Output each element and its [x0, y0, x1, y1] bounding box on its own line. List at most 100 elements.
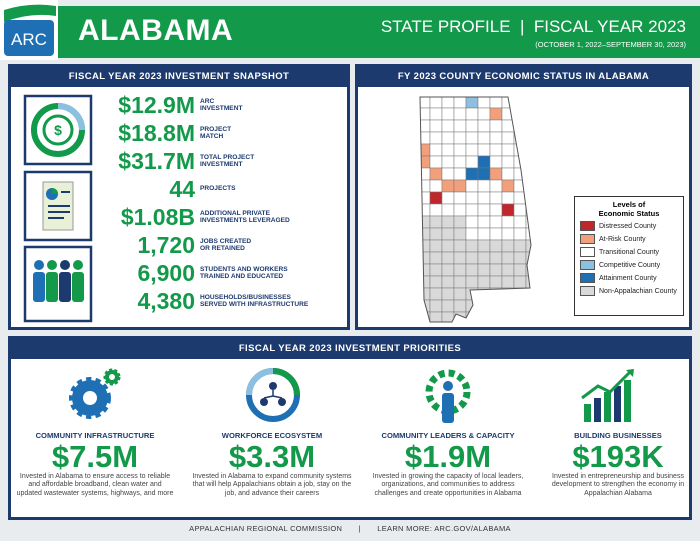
stat-label-line: TOTAL PROJECT — [200, 153, 255, 161]
icon-people — [33, 260, 84, 302]
stat-label-line: PROJECT — [200, 125, 232, 133]
priority-description: Invested in Alabama to expand community … — [192, 473, 352, 497]
legend-item: At-Risk County — [580, 234, 678, 244]
priority-value: $3.3M — [228, 439, 316, 474]
legend-label: Distressed County — [599, 222, 657, 230]
fiscal-dates: (OCTOBER 1, 2022–SEPTEMBER 30, 2023) — [535, 40, 686, 49]
stat-label-line: SERVED WITH INFRASTRUCTURE — [200, 301, 309, 308]
legend-swatch — [580, 286, 595, 296]
priority-title: WORKFORCE ECOSYSTEM — [221, 431, 323, 440]
icon-ring-segment — [57, 103, 85, 131]
stat-label-line: ARC — [200, 97, 215, 105]
stat-label: TOTAL PROJECT INVESTMENT — [200, 154, 335, 169]
priority-description: Invested in growing the capacity of loca… — [372, 473, 524, 497]
priority-icons — [69, 368, 634, 423]
legend-swatch — [580, 221, 595, 231]
stat-label-line: INVESTMENT — [200, 161, 243, 168]
icon-frames — [23, 94, 93, 323]
icon-network — [246, 368, 300, 422]
priority-title: COMMUNITY INFRASTRUCTURE — [35, 431, 155, 440]
legend-swatch — [580, 234, 595, 244]
logo-box: ARC — [0, 0, 58, 60]
legend-swatch — [580, 273, 595, 283]
stat-label-line: STUDENTS AND WORKERS — [200, 265, 288, 273]
state-title: ALABAMA — [78, 14, 234, 47]
legend-item: Attainment County — [580, 273, 678, 283]
priority-value: $7.5M — [51, 439, 139, 474]
icon-coin — [42, 114, 74, 146]
stat-label: HOUSEHOLDS/BUSINESSES SERVED WITH INFRAST… — [200, 294, 335, 309]
state-outline — [419, 96, 532, 323]
legend-label: Competitive County — [599, 261, 661, 269]
icon-glyph: $ — [54, 122, 62, 138]
logo-swoosh — [4, 4, 56, 23]
priority-value: $193K — [572, 439, 664, 474]
county — [525, 275, 531, 289]
state-subtitle: STATE PROFILE | FISCAL YEAR 2023 — [380, 17, 686, 36]
stat-value: $31.7M — [118, 148, 195, 174]
icon-frame — [23, 245, 93, 323]
icon-growth — [581, 369, 634, 422]
stat-label-line: JOBS CREATED — [200, 237, 252, 245]
panel-title: FISCAL YEAR 2023 INVESTMENT SNAPSHOT — [11, 67, 347, 87]
legend-label: At-Risk County — [599, 235, 646, 243]
legend-title: Levels of Economic Status — [598, 200, 660, 218]
legend-item: Non-Appalachian County — [580, 286, 678, 296]
county-map — [419, 96, 532, 323]
stat-label: JOBS CREATED OR RETAINED — [200, 238, 335, 253]
stat-value: 4,380 — [137, 288, 195, 314]
legend-item: Distressed County — [580, 221, 678, 231]
panel-title: FISCAL YEAR 2023 INVESTMENT PRIORITIES — [11, 339, 689, 359]
legend-label: Non-Appalachian County — [599, 287, 677, 295]
icon-leader — [425, 369, 471, 423]
stat-label-line: TRAINED AND EDUCATED — [200, 273, 284, 280]
legend-label: Transitional County — [599, 248, 660, 256]
priority-title: COMMUNITY LEADERS & CAPACITY — [381, 431, 515, 440]
priorities-panel: FISCAL YEAR 2023 INVESTMENT PRIORITIES — [8, 336, 692, 520]
stat-value: 1,720 — [137, 232, 195, 258]
county — [525, 239, 531, 253]
stat-label-line: ADDITIONAL PRIVATE — [200, 209, 270, 217]
stat-label: PROJECT MATCH — [200, 126, 335, 141]
legend-swatch — [580, 260, 595, 270]
logo-text: ARC — [11, 30, 47, 49]
stat-label: ADDITIONAL PRIVATE INVESTMENTS LEVERAGED — [200, 210, 335, 225]
stat-label: PROJECTS — [200, 185, 335, 193]
icon-lines — [48, 191, 70, 219]
icon-gears — [69, 368, 121, 419]
legend-item: Competitive County — [580, 260, 678, 270]
county — [525, 227, 531, 241]
stat-value: $18.8M — [118, 120, 195, 146]
legend-items: Distressed County At-Risk County Transitio… — [580, 221, 678, 296]
priority-value: $1.9M — [404, 439, 492, 474]
legend-swatch — [580, 247, 595, 257]
stat-label-line: INVESTMENT — [200, 105, 243, 112]
icon-frame — [23, 94, 93, 166]
legend-label: Attainment County — [599, 274, 657, 282]
footer-organization: APPALACHIAN REGIONAL COMMISSION — [189, 524, 343, 533]
icon-frame — [23, 170, 93, 242]
stat-label: ARC INVESTMENT — [200, 98, 335, 113]
stat-value: 6,900 — [137, 260, 195, 286]
snapshot-icons: $ — [23, 94, 93, 323]
priority-description: Invested in Alabama to ensure access to … — [16, 473, 174, 497]
footer-link[interactable]: LEARN MORE: ARC.GOV/ALABAMA — [377, 524, 511, 533]
priority-description: Invested in entrepreneurship and busines… — [551, 473, 685, 497]
stat-label: STUDENTS AND WORKERS TRAINED AND EDUCATED — [200, 266, 335, 281]
footer: APPALACHIAN REGIONAL COMMISSION | LEARN … — [0, 524, 700, 533]
stat-label-line: HOUSEHOLDS/BUSINESSES — [200, 293, 291, 301]
stat-value: $12.9M — [118, 92, 195, 118]
stat-label-line: INVESTMENTS LEVERAGED — [200, 217, 290, 224]
legend-item: Transitional County — [580, 247, 678, 257]
county-cells — [420, 97, 531, 322]
priority-title: BUILDING BUSINESSES — [574, 431, 662, 440]
stat-value: $1.08B — [120, 204, 195, 230]
logo-mark — [4, 4, 56, 56]
logo-block — [4, 20, 54, 56]
icon-pie-slice — [52, 188, 58, 194]
panel-title: FY 2023 COUNTY ECONOMIC STATUS IN ALABAM… — [358, 67, 689, 87]
stat-value: 44 — [169, 176, 195, 202]
stat-label-line: PROJECTS — [200, 185, 236, 193]
header-bar — [0, 6, 700, 58]
